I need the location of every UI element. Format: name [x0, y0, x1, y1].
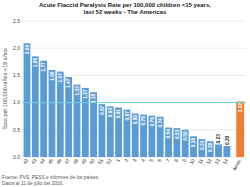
- data-label: 0.54: [166, 129, 171, 139]
- bar: [65, 77, 72, 157]
- y-tick-label: 1.5: [13, 72, 20, 78]
- x-tick-label: 46: [55, 157, 63, 165]
- data-label: 1.27: [83, 89, 88, 99]
- data-label: 0.93: [108, 108, 113, 118]
- bar: [198, 139, 205, 157]
- data-label: 0.23: [216, 134, 221, 144]
- data-label: 0.87: [125, 111, 130, 121]
- x-tick-label: 11: [196, 157, 204, 165]
- data-label: 0.33: [200, 140, 205, 150]
- bar: [223, 146, 230, 157]
- y-axis-label: Tasa per 100,000 niños <15 años: [2, 48, 8, 130]
- bar: [32, 56, 39, 157]
- data-label: 0.38: [191, 138, 196, 148]
- source-line: Fuente: PVS, PESS e informes de los país…: [2, 175, 99, 180]
- x-tick-label: 4: [139, 157, 146, 163]
- data-label: 0.20: [225, 135, 230, 145]
- data-label: 0.91: [116, 109, 121, 119]
- x-tick-label: 10: [188, 157, 196, 165]
- y-tick-label: 0.5: [13, 127, 20, 133]
- x-tick-label: 13: [213, 157, 221, 165]
- x-tick-label: 3: [131, 157, 138, 163]
- bar: [190, 136, 197, 157]
- x-tick-label: 50: [88, 157, 96, 165]
- bar: [148, 116, 155, 157]
- title: Acute Flaccid Paralysis Rate per 100,000…: [39, 2, 211, 15]
- y-tick-label: 0.0: [13, 154, 20, 160]
- y-tick-label: 2.5: [13, 18, 20, 24]
- bar: [107, 106, 114, 157]
- y-tick-label: 1.0: [13, 99, 20, 105]
- title-line: last 52 weeks - The Americas: [84, 9, 167, 15]
- reference-line: [22, 102, 246, 103]
- bar: [90, 92, 97, 157]
- title-line: Acute Flaccid Paralysis Rate per 100,000…: [39, 2, 211, 8]
- x-tick-label: Amér.: [231, 158, 243, 172]
- data-label: 1.02: [238, 103, 243, 113]
- grid-line: [22, 102, 246, 103]
- x-tick-label: 12: [205, 157, 213, 165]
- x-tick-label: 8: [173, 157, 180, 163]
- bar: [24, 43, 31, 157]
- x-tick-label: 9: [181, 157, 188, 163]
- bar: [74, 85, 81, 157]
- bar: [132, 113, 139, 157]
- bar: [99, 104, 106, 157]
- x-tick-label: 7: [164, 157, 171, 163]
- x-tick-label: 14: [221, 157, 229, 165]
- data-label: 1.33: [75, 86, 80, 96]
- bar: [207, 141, 214, 157]
- data-label: 0.97: [100, 105, 105, 115]
- data-label: 1.57: [58, 73, 63, 83]
- data-label: 2.09: [25, 44, 30, 54]
- x-tick-label: 1: [114, 157, 121, 163]
- x-tick-label: 42: [21, 157, 29, 165]
- data-label: 0.78: [141, 116, 146, 126]
- x-tick-label: 51: [96, 157, 104, 165]
- x-tick-label: 52: [105, 157, 113, 165]
- data-label: 1.19: [91, 93, 96, 103]
- grid-line: [22, 75, 246, 76]
- bar: [182, 130, 189, 157]
- data-label: 1.77: [41, 62, 46, 72]
- bar: [140, 115, 147, 157]
- bar: [124, 110, 131, 157]
- bar: [115, 107, 122, 157]
- data-label: 0.76: [150, 117, 155, 127]
- grid-line: [22, 48, 246, 49]
- bar: [57, 72, 64, 157]
- data-label: 1.47: [66, 78, 71, 88]
- bar: [40, 61, 47, 157]
- bars: [24, 43, 245, 157]
- chart: Acute Flaccid Paralysis Rate per 100,000…: [0, 0, 250, 187]
- x-tick-label: 2: [123, 157, 130, 163]
- source-line: Datos al 11 de julio del 2016.: [2, 181, 64, 186]
- data-label: 0.80: [133, 115, 138, 125]
- x-tick-label: 44: [38, 157, 46, 165]
- data-label: 1.60: [50, 71, 55, 81]
- x-tick-label: 6: [156, 157, 163, 163]
- grid-line: [22, 21, 246, 22]
- data-label: 0.53: [175, 129, 180, 139]
- bar: [173, 128, 180, 157]
- bar: [49, 70, 56, 157]
- data-label: 1.85: [33, 58, 38, 68]
- x-tick-label: 43: [30, 157, 38, 165]
- x-tick-label: 48: [71, 157, 79, 165]
- y-tick-label: 2.0: [13, 45, 20, 51]
- bar: [165, 128, 172, 157]
- x-tick-label: 49: [80, 157, 88, 165]
- data-label: 0.74: [158, 118, 163, 128]
- data-label: 0.50: [183, 131, 188, 141]
- x-tick-label: 5: [148, 157, 155, 163]
- bar: [215, 144, 222, 157]
- bar: [82, 88, 89, 157]
- x-tick-label: 47: [63, 157, 71, 165]
- source: Fuente: PVS, PESS e informes de los país…: [2, 175, 99, 186]
- data-label: 0.29: [208, 142, 213, 152]
- x-tick-label: 45: [46, 157, 54, 165]
- bar: [157, 117, 164, 157]
- bar: [236, 102, 244, 157]
